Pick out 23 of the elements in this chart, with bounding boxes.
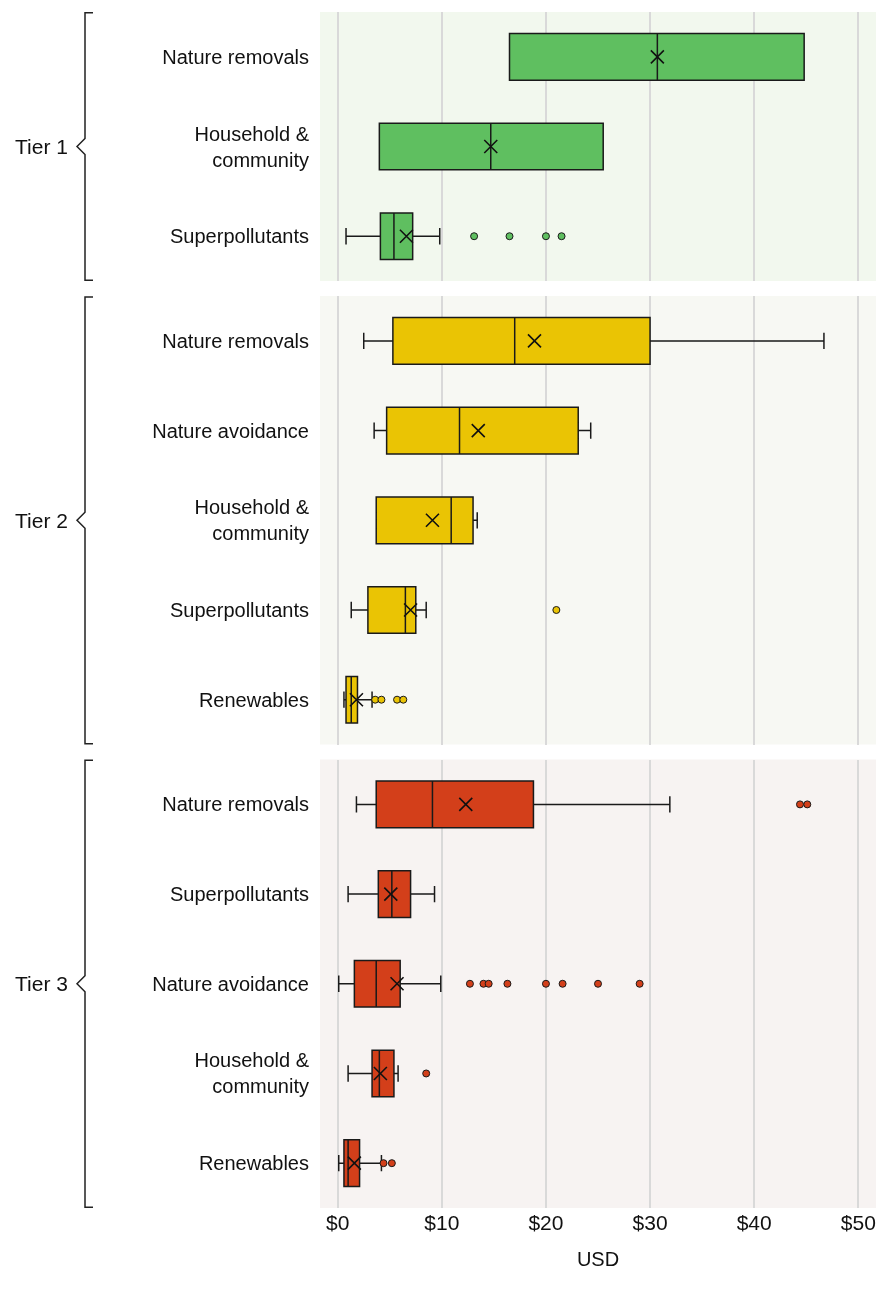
y-tick-label: Nature removals: [162, 45, 309, 68]
x-axis-title: USD: [576, 1247, 620, 1270]
x-tick-label: $30: [632, 1211, 668, 1234]
x-tick-label: $50: [840, 1211, 876, 1234]
y-tick-label: Superpollutants: [170, 883, 309, 906]
y-tick-label: Nature removals: [162, 793, 309, 816]
y-tick-label: Household & community: [194, 496, 310, 545]
y-axis-title: Tier 1: [15, 135, 68, 158]
x-tick-label: $20: [528, 1211, 564, 1234]
y-tick-label: Household & community: [194, 1049, 310, 1098]
y-tick-label: Superpollutants: [170, 599, 309, 621]
x-tick-label: $0: [326, 1211, 350, 1234]
y-tick-label: Renewables: [198, 1152, 309, 1175]
y-tick-label: Nature removals: [162, 329, 309, 352]
y-tick-label: Household & community: [194, 122, 310, 171]
y-tick-label: Renewables: [198, 688, 309, 711]
x-tick-label: $40: [736, 1211, 772, 1234]
y-axis-title: Tier 2: [15, 509, 68, 532]
x-tick-label: $10: [424, 1211, 460, 1234]
y-axis-title: Tier 3: [15, 972, 68, 995]
y-tick-label: Nature avoidance: [152, 419, 309, 442]
y-tick-label: Superpollutants: [170, 225, 309, 248]
y-tick-label: Nature avoidance: [152, 972, 309, 995]
